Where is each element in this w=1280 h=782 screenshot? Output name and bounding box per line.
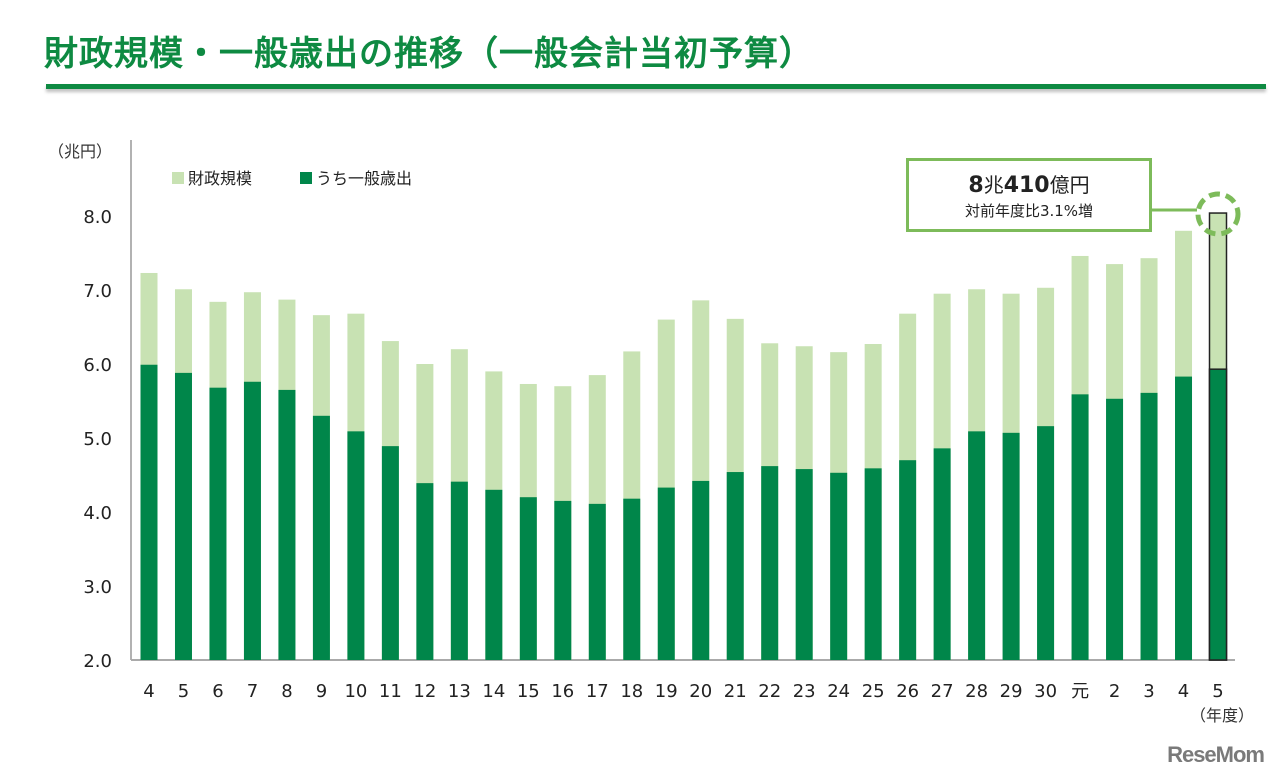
bar-general-expenditure <box>692 480 710 660</box>
x-tick-label: 20 <box>689 681 712 702</box>
bar-general-expenditure <box>588 503 606 660</box>
bar-general-expenditure <box>1106 398 1124 660</box>
x-tick-label: 16 <box>551 681 574 702</box>
x-tick-label: 21 <box>724 681 747 702</box>
x-tick-label: 25 <box>862 681 885 702</box>
bar-general-expenditure <box>1175 376 1193 660</box>
title-underline <box>46 84 1266 89</box>
x-tick-label: 19 <box>655 681 678 702</box>
y-tick-label: 7.0 <box>83 281 112 302</box>
y-tick-label: 6.0 <box>83 355 112 376</box>
legend-swatch-total <box>172 172 184 184</box>
x-tick-label: 4 <box>143 681 154 702</box>
bar-general-expenditure <box>209 387 227 660</box>
bar-general-expenditure <box>864 468 882 660</box>
y-axis-unit-label: （兆円） <box>48 142 112 161</box>
x-tick-label: 18 <box>620 681 643 702</box>
bar-general-expenditure <box>450 481 468 660</box>
x-axis-unit-label: （年度） <box>1190 706 1254 725</box>
bar-general-expenditure <box>795 469 813 660</box>
x-tick-label: 10 <box>344 681 367 702</box>
highlight-circle <box>1195 191 1241 237</box>
bar-general-expenditure <box>416 483 434 660</box>
x-tick-label: 2 <box>1109 681 1120 702</box>
x-tick-label: 30 <box>1034 681 1057 702</box>
x-axis-ticks: 4 5 6 7 8 9 10 11 12 13 14 15 16 17 18 19 20 21 22 23 24 25 26… <box>143 681 1223 702</box>
x-tick-label: 23 <box>793 681 816 702</box>
bar-general-expenditure <box>312 415 330 660</box>
x-tick-label: 11 <box>379 681 402 702</box>
legend-label-general: うち一般歳出 <box>316 169 412 188</box>
bar-general-expenditure <box>381 446 399 660</box>
x-tick-label: 8 <box>281 681 292 702</box>
bar-general-expenditure <box>1071 394 1089 660</box>
x-tick-label: 26 <box>896 681 919 702</box>
bar-general-expenditure <box>657 487 675 660</box>
y-tick-label: 8.0 <box>83 207 112 228</box>
bar-general-expenditure <box>761 466 779 660</box>
bar-general-expenditure <box>899 460 917 660</box>
x-tick-label: 13 <box>448 681 471 702</box>
bars-group <box>140 212 1228 661</box>
y-axis-ticks: 2.0 3.0 4.0 5.0 6.0 7.0 8.0 <box>83 207 112 672</box>
bar-general-expenditure <box>140 364 158 660</box>
x-tick-label: 6 <box>212 681 223 702</box>
callout-box: 8兆410億円 対前年度比3.1%増 <box>906 158 1152 232</box>
x-tick-label: 17 <box>586 681 609 702</box>
callout-unit-yen: 億円 <box>1049 173 1090 197</box>
callout-amount-trillion: 8 <box>968 173 984 198</box>
x-tick-label: 4 <box>1178 681 1189 702</box>
resemom-logo: ReseMom <box>1167 742 1265 767</box>
y-tick-label: 2.0 <box>83 651 112 672</box>
bar-general-expenditure <box>347 431 365 660</box>
x-tick-label: 元 <box>1071 681 1089 702</box>
y-tick-label: 4.0 <box>83 503 112 524</box>
bar-general-expenditure <box>1002 432 1020 660</box>
bar-general-expenditure <box>1037 426 1055 660</box>
x-tick-label: 9 <box>316 681 327 702</box>
page-title: 財政規模・一般歳出の推移（一般会計当初予算） <box>44 34 814 74</box>
bar-general-expenditure <box>623 498 641 660</box>
legend-swatch-general <box>300 172 312 184</box>
x-tick-label: 28 <box>965 681 988 702</box>
bar-general-expenditure <box>519 497 537 660</box>
callout-amount-hundred-million: 410 <box>1003 173 1050 198</box>
y-tick-label: 3.0 <box>83 577 112 598</box>
x-tick-label: 5 <box>1212 681 1223 702</box>
x-tick-label: 27 <box>931 681 954 702</box>
bar-general-expenditure <box>485 489 503 660</box>
x-tick-label: 14 <box>482 681 505 702</box>
x-tick-label: 7 <box>247 681 258 702</box>
bar-general-expenditure <box>174 372 192 660</box>
bar-general-expenditure <box>726 472 744 660</box>
x-tick-label: 12 <box>413 681 436 702</box>
bar-general-expenditure <box>1208 368 1228 661</box>
x-tick-label: 15 <box>517 681 540 702</box>
bar-general-expenditure <box>554 500 572 660</box>
callout-unit-trillion: 兆 <box>983 173 1004 197</box>
x-tick-label: 24 <box>827 681 850 702</box>
bar-general-expenditure <box>830 472 848 660</box>
legend-label-total: 財政規模 <box>188 169 252 188</box>
legend: 財政規模 うち一般歳出 <box>172 169 412 188</box>
x-tick-label: 3 <box>1143 681 1154 702</box>
x-tick-label: 22 <box>758 681 781 702</box>
callout-amount: 8兆410億円 <box>909 169 1149 198</box>
bar-general-expenditure <box>968 431 986 660</box>
bar-general-expenditure <box>1140 392 1158 660</box>
callout-change: 対前年度比3.1%増 <box>964 202 1094 220</box>
x-tick-label: 5 <box>178 681 189 702</box>
y-tick-label: 5.0 <box>83 429 112 450</box>
bar-general-expenditure <box>278 389 296 660</box>
bar-general-expenditure <box>243 381 261 660</box>
x-tick-label: 29 <box>1000 681 1023 702</box>
bar-general-expenditure <box>933 448 951 660</box>
